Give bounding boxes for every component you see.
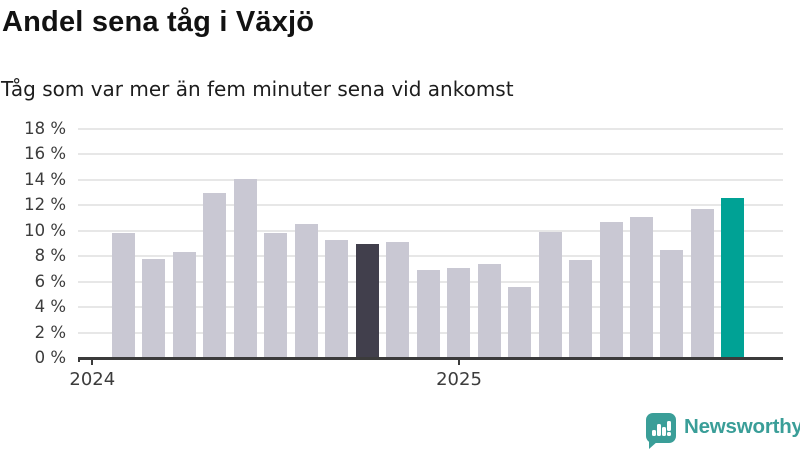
y-axis-label: 14 %: [24, 169, 66, 189]
x-axis-start-tick: [78, 357, 80, 362]
newsworthy-logo[interactable]: Newsworthy: [644, 411, 800, 449]
bar-14: [508, 286, 532, 358]
bar-4: [203, 192, 227, 358]
y-axis-label: 18 %: [24, 119, 66, 138]
bar-15: [538, 232, 562, 358]
y-axis-label: 2 %: [34, 322, 66, 342]
bar-13: [477, 263, 501, 358]
bar-6: [264, 233, 288, 358]
bar-20: [690, 209, 714, 358]
bar-11: [416, 270, 440, 358]
brand-name: Newsworthy: [684, 415, 800, 438]
bar-12: [447, 267, 471, 358]
bar-18: [629, 216, 653, 358]
bar-17: [599, 221, 623, 358]
logo-exclamation-icon: [667, 420, 671, 431]
bar-8: [325, 239, 349, 358]
y-axis-label: 8 %: [34, 246, 66, 266]
gridline: [78, 255, 783, 258]
x-tick-label: 2025: [436, 369, 482, 390]
logo-bar-icon: [662, 427, 666, 436]
bar-21: [721, 197, 745, 358]
x-axis-line: [78, 357, 783, 360]
logo-bar-icon: [657, 424, 661, 436]
y-axis-label: 12 %: [24, 195, 66, 215]
bar-19: [660, 249, 684, 358]
chart-title: Andel sena tåg i Växjö: [2, 6, 315, 38]
gridline: [78, 229, 783, 232]
chart-subtitle: Tåg som var mer än fem minuter sena vid …: [1, 77, 514, 101]
gridline: [78, 153, 783, 156]
logo-exclamation-dot-icon: [667, 432, 671, 436]
bar-9: [355, 243, 379, 358]
x-tick: [458, 359, 460, 365]
gridline: [78, 178, 783, 181]
newsworthy-chart-bubble-icon: [646, 413, 676, 449]
bar-3: [172, 252, 196, 358]
x-tick-label: 2024: [69, 369, 116, 390]
y-axis-label: 6 %: [34, 271, 66, 291]
x-tick: [91, 359, 94, 365]
y-axis-label: 10 %: [24, 220, 66, 240]
bar-5: [233, 178, 257, 358]
bar-16: [569, 260, 593, 358]
logo-bar-icon: [652, 430, 656, 436]
bar-2: [142, 258, 166, 358]
bar-10: [386, 242, 410, 358]
gridline: [78, 204, 783, 207]
gridline: [78, 128, 783, 130]
bar-1: [112, 233, 135, 358]
y-axis-label: 16 %: [24, 144, 66, 164]
bar-7: [294, 224, 318, 358]
y-axis-label: 0 %: [34, 348, 66, 367]
y-axis-label: 4 %: [34, 297, 66, 317]
